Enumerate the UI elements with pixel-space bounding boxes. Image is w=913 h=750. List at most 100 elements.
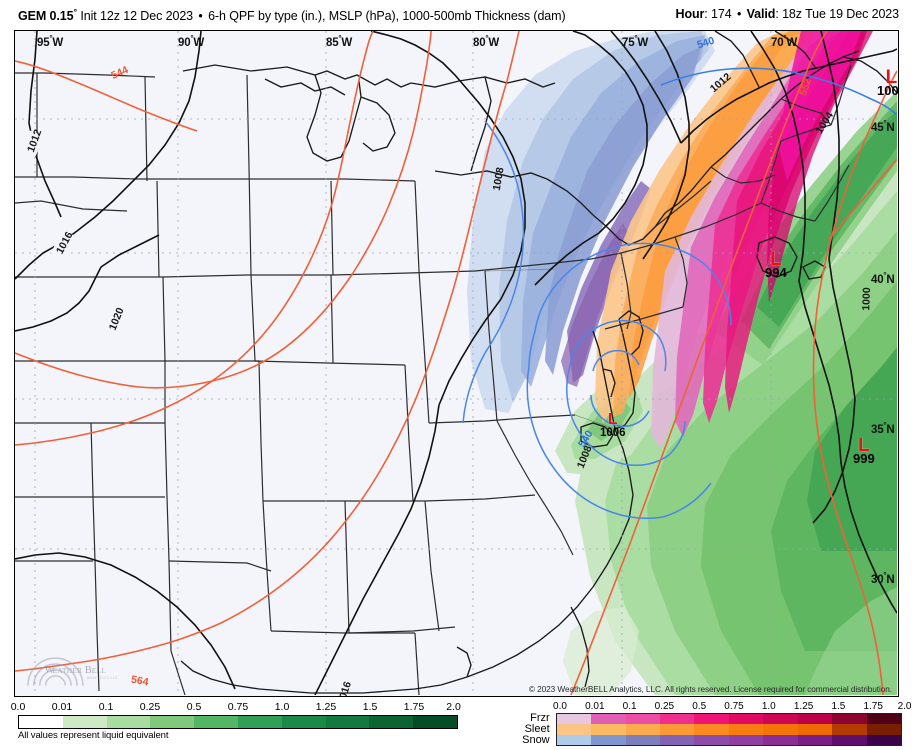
sleet-swatch [763,724,798,735]
header-bullet-2: • [736,7,742,21]
mslp-low-center-contours [526,242,732,519]
qpf-swatch [62,716,107,728]
ptype-tick-labels: 0.0 0.01 0.1 0.25 0.5 0.75 1.0 1.25 1.5 … [553,701,911,713]
qpf-tick: 1.0 [274,701,290,713]
qpf-legend: 0.0 0.01 0.1 0.25 0.5 0.75 1.0 1.25 1.5 … [11,701,461,741]
ptype-label-sleet: Sleet [524,723,550,735]
snow-swatch [659,735,695,746]
frzr-swatch [866,713,903,724]
valid-value: 18z Tue 19 Dec 2023 [782,7,899,21]
qpf-swatch [325,716,370,728]
frzr-swatch [591,713,626,724]
copyright-text: © 2023 WeatherBELL Analytics, LLC. All r… [528,684,892,694]
sleet-swatch [591,724,626,735]
frzr-swatch [797,713,833,724]
sleet-swatch [728,724,764,735]
ptype-tick: 0.0 [553,701,567,712]
map-graphics [15,31,897,695]
snow-swatch [797,735,833,746]
header-bar: GEM 0.15° Init 12z 12 Dec 2023 • 6-h QPF… [0,0,913,30]
header-title: GEM 0.15° Init 12z 12 Dec 2023 • 6-h QPF… [18,7,566,23]
weather-map-canvas[interactable]: 95°W 90°W 85°W 80°W 75°W 70°W 45°N 40°N … [14,30,899,697]
ptype-tick: 0.1 [622,701,637,712]
snow-swatch [694,735,729,746]
qpf-colorbar[interactable] [18,715,458,729]
snow-swatch [763,735,798,746]
ptype-tick: 1.5 [831,701,846,712]
qpf-tick: 0.0 [10,701,26,713]
legend-area: 0.0 0.01 0.1 0.25 0.5 0.75 1.0 1.25 1.5 … [0,699,913,750]
ptype-tick: 0.75 [724,701,744,712]
snow-swatch [555,735,592,746]
valid-label: Valid [746,7,776,21]
ptype-tick: 0.01 [585,701,605,712]
ptype-tick: 2.0 [897,701,912,712]
ptype-row-frzr: Frzr [472,712,903,724]
qpf-swatch [19,716,63,728]
mslp-1008-contour [462,120,525,424]
sleet-swatch [555,724,592,735]
ptype-label-snow: Snow [522,734,550,746]
qpf-tick: 1.25 [315,701,337,713]
frzr-colorbar[interactable] [555,713,903,724]
qpf-note: All values represent liquid equivalent [18,730,169,741]
ptype-rows: Frzr Sleet Snow [472,712,903,746]
frzr-swatch [659,713,695,724]
ptype-tick: 0.25 [654,701,675,712]
qpf-tick: 1.75 [403,701,425,713]
qpf-tick: 0.25 [139,701,161,713]
header-bullet-1: • [198,9,203,24]
ptype-legend: 0.0 0.01 0.1 0.25 0.5 0.75 1.0 1.25 1.5 … [472,701,911,746]
qpf-tick: 0.1 [98,701,114,713]
qpf-swatch [281,716,326,728]
snow-colorbar[interactable] [555,735,903,746]
frzr-swatch [555,713,592,724]
sleet-swatch [625,724,660,735]
qpf-tick: 1.5 [362,701,378,713]
ptype-row-snow: Snow [472,734,903,746]
mslp-contours [15,31,897,695]
qpf-tick: 0.5 [186,701,202,713]
snow-swatch [832,735,867,746]
hour-value: 174 [711,7,732,21]
qpf-tick: 2.0 [446,701,461,713]
degree-symbol: ° [73,7,77,17]
frzr-swatch [625,713,660,724]
qpf-swatch [106,716,151,728]
sleet-swatch [797,724,833,735]
hour-label: Hour [675,7,705,21]
snow-swatch [728,735,764,746]
qpf-tick-labels: 0.0 0.01 0.1 0.25 0.5 0.75 1.0 1.25 1.5 … [11,701,461,714]
snow-swatch [866,735,903,746]
header-valid-info: Hour: 174 • Valid: 18z Tue 19 Dec 2023 [675,7,900,21]
qpf-swatch [194,716,238,728]
sleet-swatch [694,724,729,735]
state-borders [15,72,476,695]
field-description: 6-h QPF by type (in.), MSLP (hPa), 1000-… [208,9,566,24]
qpf-swatch [150,716,195,728]
qpf-tick: 0.01 [51,701,73,713]
frzr-swatch [728,713,764,724]
contour-label-masks [20,129,129,337]
qpf-swatch [413,716,457,728]
ptype-tick: 0.5 [692,701,707,712]
snow-swatch [591,735,626,746]
sleet-swatch [832,724,867,735]
sleet-colorbar[interactable] [555,724,903,735]
qpf-green-shading [555,91,897,695]
snow-swatch [625,735,660,746]
qpf-swatch [369,716,414,728]
ptype-tick: 1.25 [793,701,814,712]
sleet-swatch [659,724,695,735]
frzr-swatch [832,713,867,724]
ptype-tick: 1.75 [863,701,883,712]
sleet-swatch [866,724,903,735]
ptype-label-frzr: Frzr [530,712,550,724]
frzr-swatch [763,713,798,724]
ptype-tick: 1.0 [761,701,776,712]
qpf-swatch [237,716,282,728]
init-time: Init 12z 12 Dec 2023 [80,9,194,24]
qpf-tick: 0.75 [227,701,249,713]
model-name: GEM 0.15 [18,9,74,24]
